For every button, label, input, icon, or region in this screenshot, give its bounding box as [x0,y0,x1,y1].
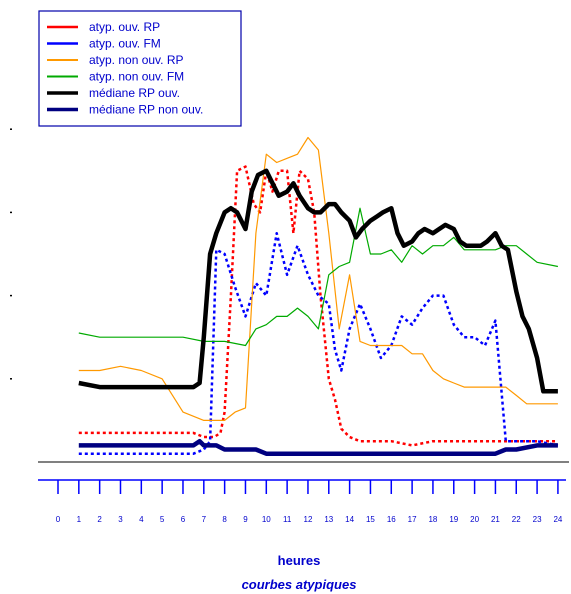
series-line-4 [78,168,558,394]
x-tick-label-8: 8 [222,515,227,524]
x-tick-label-23: 23 [533,515,542,524]
x-tick-label-15: 15 [366,515,375,524]
x-tick-label-17: 17 [408,515,417,524]
x-tick-label-2: 2 [97,515,102,524]
x-tick-label-20: 20 [470,515,479,524]
x-tick-label-3: 3 [118,515,123,524]
x-tick-label-4: 4 [139,515,144,524]
legend-box [38,10,242,127]
x-tick-label-22: 22 [512,515,521,524]
x-tick-label-5: 5 [160,515,165,524]
x-tick-label-11: 11 [283,515,292,524]
x-tick-labels: 0 1 2 3 4 5 6 7 8 9 10 11 12 13 14 15 16 17 18 19 20 21 22 23 24 [56,515,563,524]
x-tick-label-1: 1 [77,515,82,524]
legend-label-0: atyp. ouv. RP [89,20,160,34]
x-tick-label-24: 24 [553,515,562,524]
legend: atyp. ouv. RP atyp. ouv. FM atyp. non ouv.… [38,10,242,127]
x-tick-marks [57,480,559,494]
plot-area [10,128,569,463]
legend-label-3: atyp. non ouv. FM [89,70,184,84]
x-tick-label-0: 0 [56,515,61,524]
x-tick-label-14: 14 [345,515,354,524]
legend-label-4: médiane RP ouv. [89,86,180,100]
series-line-5 [78,438,558,456]
x-axis: 0 1 2 3 4 5 6 7 8 9 10 11 12 13 14 15 16 17 18 19 20 21 22 23 24 [38,479,566,524]
x-tick-label-21: 21 [491,515,500,524]
series-group [78,136,559,456]
x-tick-label-7: 7 [202,515,207,524]
series-line-2 [78,136,558,421]
series-line-1 [78,231,559,455]
legend-label-2: atyp. non ouv. RP [89,53,184,67]
chart-subtitle: courbes atypiques [242,577,357,592]
x-tick-label-10: 10 [262,515,271,524]
y-tick-marks [10,128,12,380]
legend-label-5: médiane RP non ouv. [89,103,203,117]
x-tick-label-9: 9 [243,515,248,524]
x-tick-label-16: 16 [387,515,396,524]
x-tick-label-6: 6 [181,515,186,524]
x-tick-label-19: 19 [449,515,458,524]
legend-label-1: atyp. ouv. FM [89,37,161,51]
x-tick-label-18: 18 [428,515,437,524]
x-tick-label-12: 12 [304,515,313,524]
series-line-0 [78,165,558,447]
x-axis-label: heures [278,553,321,568]
x-tick-label-13: 13 [324,515,333,524]
